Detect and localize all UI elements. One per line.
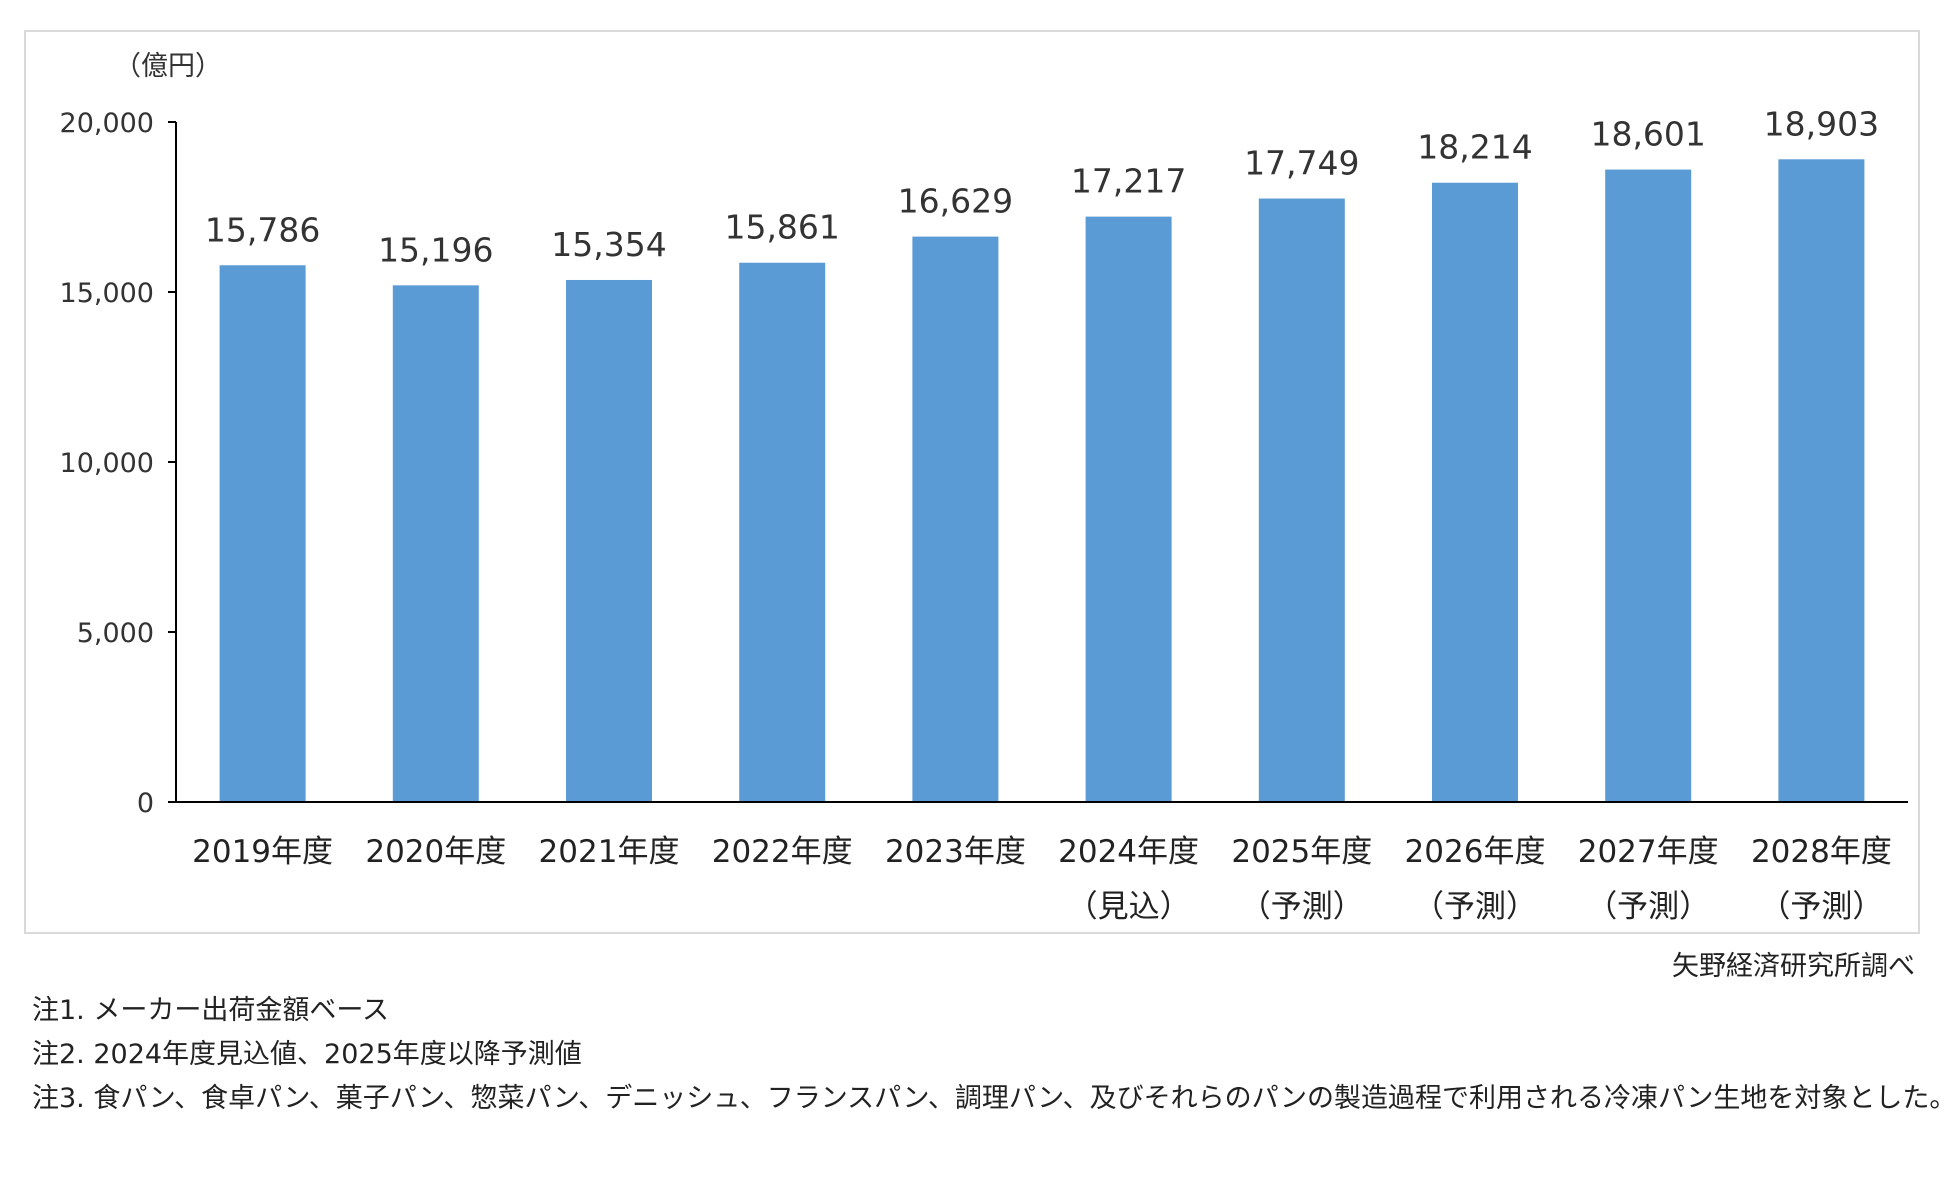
source-credit: 矢野経済研究所調べ [1672, 951, 1915, 982]
x-tick-sublabel: （予測） [1240, 889, 1364, 925]
x-tick-label: 2023年度 [885, 834, 1026, 870]
chart-frame: （億円） 0 5,000 10,000 15,000 20,000 15,786 15,1… [24, 30, 1920, 934]
data-label: 17,749 [1244, 144, 1359, 183]
data-label: 15,786 [205, 210, 320, 249]
bar [566, 279, 652, 802]
x-tick-sublabel: （予測） [1413, 889, 1537, 925]
data-label: 18,601 [1590, 115, 1705, 154]
x-tick-label: 2028年度 [1751, 834, 1892, 870]
x-tick-sublabel: （見込） [1067, 889, 1191, 925]
data-label: 15,861 [724, 208, 839, 247]
x-tick-label: 2026年度 [1405, 834, 1546, 870]
x-tick-label: 2027年度 [1578, 834, 1719, 870]
note-2: 注2. 2024年度見込値、2025年度以降予測値 [32, 1039, 582, 1070]
bar [392, 285, 479, 802]
y-unit-label: （億円） [114, 51, 222, 82]
x-tick-label: 2019年度 [192, 834, 333, 870]
bar [912, 236, 999, 802]
data-label: 18,903 [1764, 104, 1879, 143]
x-tick-label: 2021年度 [539, 834, 680, 870]
data-label: 16,629 [898, 182, 1013, 221]
bar [1605, 169, 1692, 803]
bar [1085, 216, 1172, 802]
data-label: 15,354 [551, 225, 666, 264]
bar [1778, 159, 1865, 803]
data-label: 17,217 [1071, 162, 1186, 201]
y-tick-label: 10,000 [60, 448, 154, 479]
x-tick-label: 2020年度 [365, 834, 506, 870]
bars: 15,786 15,196 15,354 15,861 16,629 17,217 17,7… [205, 104, 1879, 803]
x-axis: 2019年度 2020年度 2021年度 2022年度 2023年度 2024年度 （見込）… [176, 801, 1908, 925]
data-label: 15,196 [378, 230, 493, 269]
bar [1258, 198, 1345, 802]
y-axis: 0 5,000 10,000 15,000 20,000 [60, 108, 177, 819]
y-tick-label: 15,000 [60, 278, 154, 309]
bar [219, 265, 306, 802]
bar [1432, 182, 1518, 802]
x-tick-label: 2022年度 [712, 834, 853, 870]
x-tick-sublabel: （予測） [1759, 889, 1883, 925]
y-tick-label: 5,000 [77, 618, 154, 649]
y-tick-label: 0 [137, 788, 154, 819]
y-tick-label: 20,000 [60, 108, 154, 139]
bar-chart: （億円） 0 5,000 10,000 15,000 20,000 15,786 15,1… [60, 51, 1908, 925]
data-label: 18,214 [1417, 128, 1532, 167]
note-1: 注1. メーカー出荷金額ベース [32, 995, 389, 1026]
x-tick-label: 2025年度 [1231, 834, 1372, 870]
x-tick-label: 2024年度 [1058, 834, 1199, 870]
bar [739, 262, 826, 802]
x-tick-sublabel: （予測） [1586, 889, 1710, 925]
note-3: 注3. 食パン、食卓パン、菓子パン、惣菜パン、デニッシュ、フランスパン、調理パン… [32, 1083, 1945, 1114]
